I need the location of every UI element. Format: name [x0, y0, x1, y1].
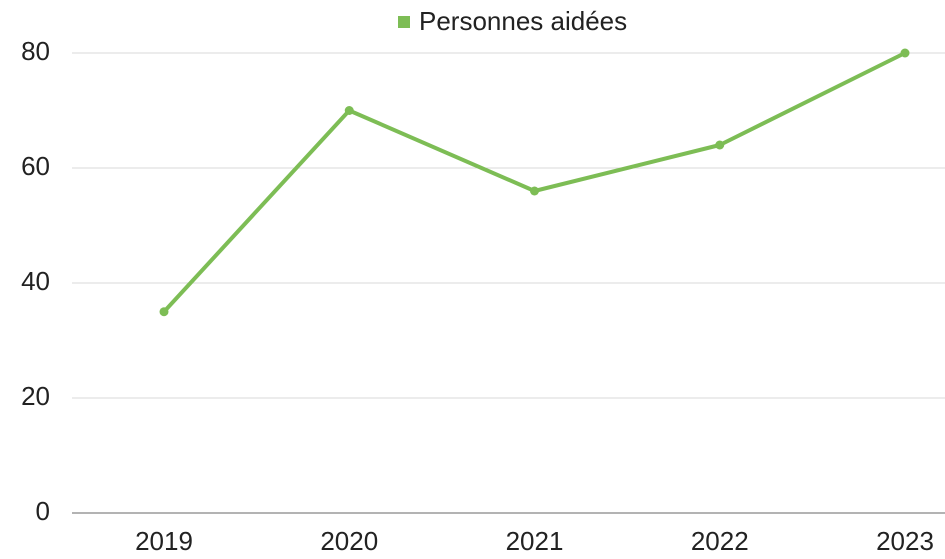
x-tick-label: 2020	[320, 526, 378, 556]
legend-swatch	[398, 16, 410, 28]
y-tick-label: 0	[36, 496, 50, 526]
point	[344, 106, 354, 115]
line	[162, 51, 906, 314]
y-tick-label: 60	[21, 151, 50, 181]
legend-label: Personnes aidées	[419, 6, 627, 36]
x-tick-label: 2019	[135, 526, 193, 556]
x-tick-label: 2022	[691, 526, 749, 556]
point	[715, 140, 725, 150]
point	[900, 48, 910, 58]
point	[530, 186, 539, 196]
y-tick-label: 40	[21, 266, 50, 296]
point	[159, 307, 169, 317]
y-tick-label: 80	[21, 36, 50, 66]
x-tick-label: 2021	[506, 526, 564, 556]
x-tick-label: 2023	[876, 526, 934, 556]
y-tick-label: 20	[21, 381, 50, 411]
